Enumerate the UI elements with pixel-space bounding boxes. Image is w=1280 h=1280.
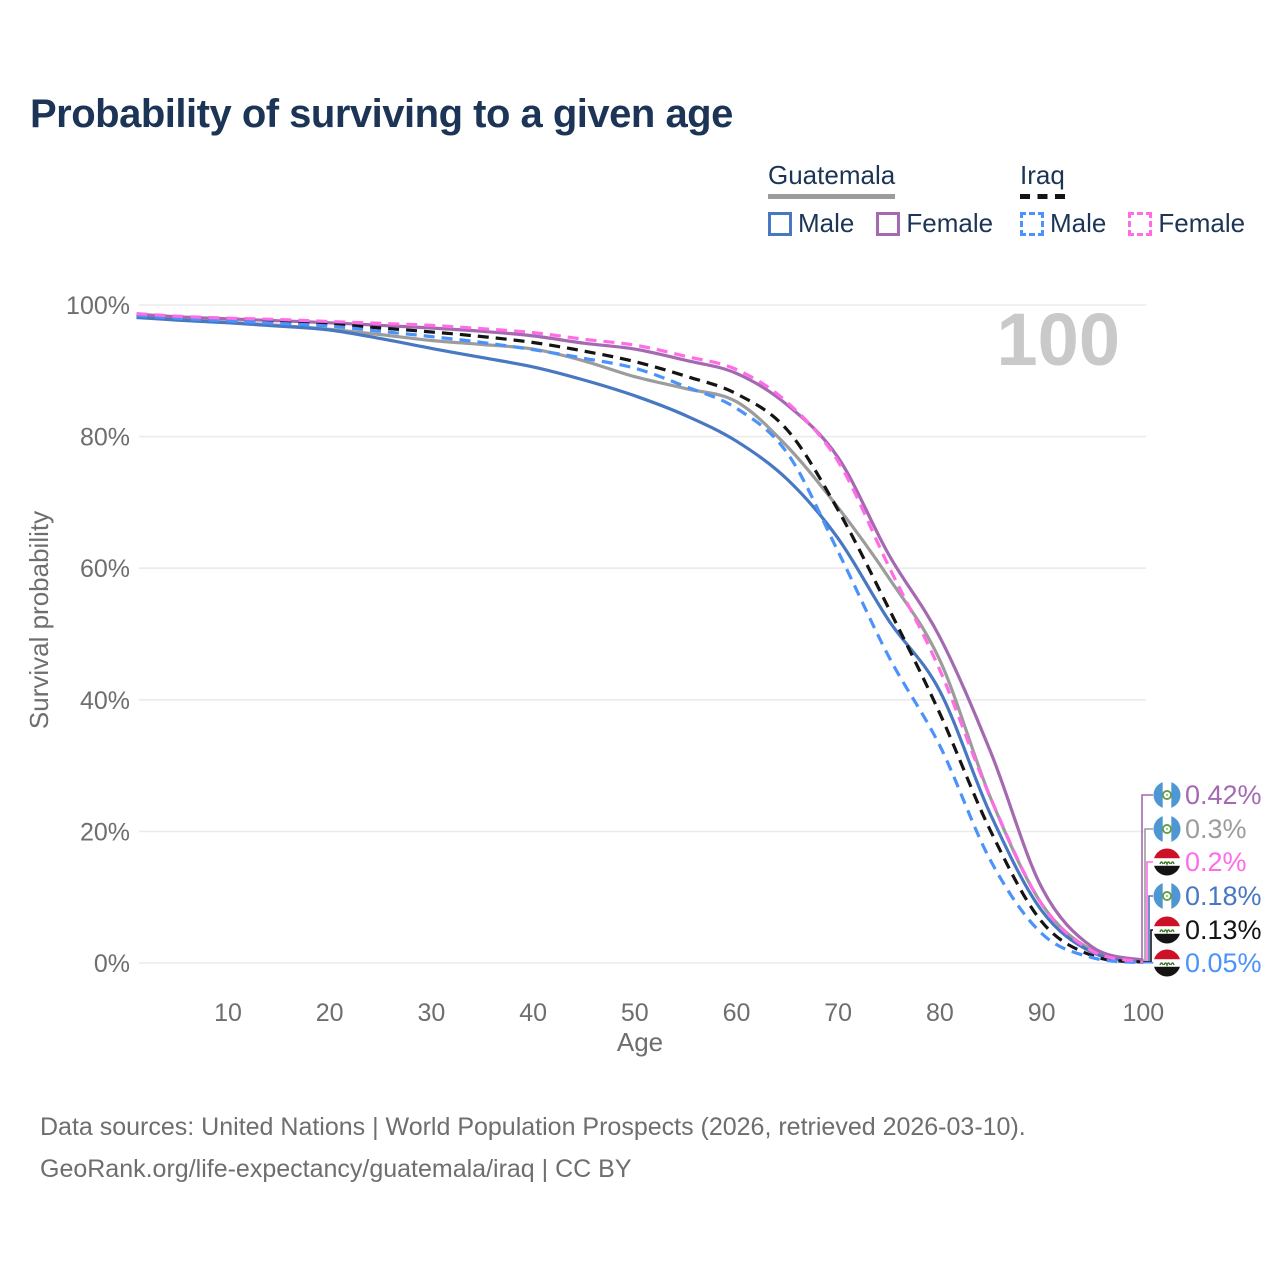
y-axis-title: Survival probability xyxy=(24,511,54,729)
x-tick-label: 90 xyxy=(1028,999,1056,1027)
end-value-label: 0.42% xyxy=(1185,780,1262,810)
iraq-flag-icon xyxy=(1153,949,1181,977)
y-tick-label: 0% xyxy=(94,950,130,978)
iraq-flag-icon xyxy=(1153,848,1181,876)
legend-item-guatemala-female[interactable]: Female xyxy=(876,208,993,239)
legend-group-iraq: Iraq Male Female xyxy=(1020,160,1267,239)
end-value-label: 0.2% xyxy=(1185,847,1247,877)
series-line-guatemala_female[interactable] xyxy=(136,312,1144,962)
end-value-label: 0.18% xyxy=(1185,881,1262,911)
legend-item-iraq-female[interactable]: Female xyxy=(1128,208,1245,239)
legend-group-guatemala: Guatemala Male Female xyxy=(768,160,1015,239)
x-tick-label: 60 xyxy=(723,999,751,1027)
legend-item-iraq-male[interactable]: Male xyxy=(1020,208,1106,239)
end-value-label: 0.3% xyxy=(1185,814,1247,844)
age-counter-watermark: 100 xyxy=(997,298,1120,381)
y-tick-label: 60% xyxy=(80,555,130,583)
legend-country-iraq[interactable]: Iraq xyxy=(1020,160,1065,199)
y-tick-label: 80% xyxy=(80,424,130,452)
guatemala-male-swatch-icon xyxy=(768,211,792,236)
iraq-female-swatch-icon xyxy=(1128,211,1153,236)
series-line-iraq_both[interactable] xyxy=(136,313,1144,964)
page-title: Probability of surviving to a given age xyxy=(30,92,733,136)
x-tick-label: 40 xyxy=(519,999,547,1027)
leader-line xyxy=(1141,794,1153,961)
x-tick-label: 100 xyxy=(1122,999,1164,1027)
iraq-male-swatch-icon xyxy=(1020,211,1044,236)
x-tick-label: 30 xyxy=(417,999,445,1027)
guatemala-flag-icon xyxy=(1153,781,1181,809)
guatemala-female-swatch-icon xyxy=(876,211,901,236)
y-tick-label: 100% xyxy=(66,292,130,320)
iraq-flag-icon xyxy=(1153,916,1181,944)
end-value-label: 0.05% xyxy=(1185,948,1262,978)
series-line-guatemala_male[interactable] xyxy=(136,315,1144,964)
x-axis-title: Age xyxy=(617,1027,663,1057)
x-tick-label: 70 xyxy=(824,999,852,1027)
source-line-2: GeoRank.org/life-expectancy/guatemala/ir… xyxy=(40,1155,632,1183)
x-tick-label: 10 xyxy=(214,999,242,1027)
source-line-1: Data sources: United Nations | World Pop… xyxy=(40,1113,1026,1141)
end-value-label: 0.13% xyxy=(1185,915,1262,945)
x-tick-label: 50 xyxy=(621,999,649,1027)
legend-item-guatemala-male[interactable]: Male xyxy=(768,208,854,239)
guatemala-flag-icon xyxy=(1153,882,1181,910)
x-tick-label: 80 xyxy=(926,999,954,1027)
source-footer: Data sources: United Nations | World Pop… xyxy=(40,1106,1026,1190)
series-line-iraq_female[interactable] xyxy=(136,312,1144,964)
y-tick-label: 40% xyxy=(80,687,130,715)
series-line-iraq_male[interactable] xyxy=(136,313,1144,965)
x-tick-label: 20 xyxy=(316,999,344,1027)
legend-country-guatemala[interactable]: Guatemala xyxy=(768,160,896,199)
y-tick-label: 20% xyxy=(80,818,130,846)
guatemala-flag-icon xyxy=(1153,815,1181,843)
